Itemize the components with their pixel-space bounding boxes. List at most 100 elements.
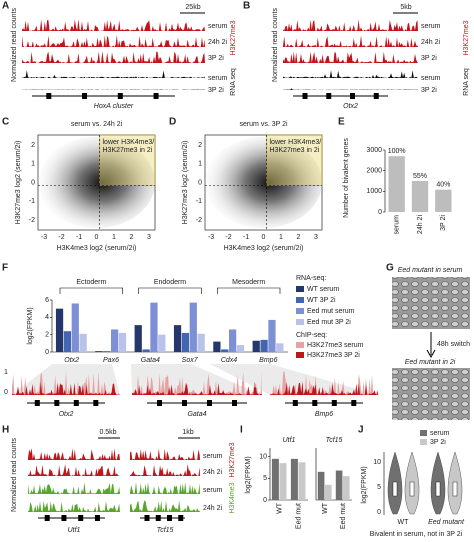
panel-label: F bbox=[2, 263, 8, 274]
scale-bar: 0.5kb bbox=[99, 429, 116, 436]
group-label: Eed mutant bbox=[428, 519, 465, 526]
bar bbox=[229, 329, 237, 352]
bar-annotation: 40% bbox=[436, 182, 450, 189]
gene-label: Otx2 bbox=[59, 411, 74, 418]
gene-label: Bmp6 bbox=[315, 411, 333, 418]
exon bbox=[207, 400, 212, 406]
plot-title: Utf1 bbox=[283, 437, 296, 444]
legend-swatch bbox=[296, 319, 304, 325]
x-tick-label: 1 bbox=[279, 234, 283, 241]
panel-label: E bbox=[338, 117, 345, 128]
highlight bbox=[99, 134, 156, 186]
exon bbox=[373, 93, 379, 99]
signal-track bbox=[130, 482, 200, 494]
panel-label: I bbox=[240, 425, 243, 436]
axis-title: log2(FPKM) bbox=[361, 466, 368, 503]
y-tick-label: -2 bbox=[196, 217, 202, 224]
bar bbox=[158, 334, 166, 352]
bar bbox=[435, 189, 452, 212]
bar bbox=[298, 462, 306, 500]
highlight-text: lower H3K4me3/ bbox=[103, 139, 155, 146]
signal-track bbox=[132, 381, 262, 395]
legend-swatch bbox=[296, 286, 304, 292]
scale-bar: 1kb bbox=[182, 429, 193, 436]
bar bbox=[71, 303, 79, 352]
signal-track bbox=[12, 371, 120, 395]
x-tick-label: Sox7 bbox=[182, 357, 199, 364]
bar bbox=[335, 470, 343, 500]
signal-track bbox=[22, 51, 205, 63]
x-tick-label: 2 bbox=[297, 234, 301, 241]
x-tick-label: Pax6 bbox=[103, 357, 119, 364]
axis-title: H3K27me3 log2 (serum/2i) bbox=[182, 141, 189, 225]
track-label: serum bbox=[203, 453, 223, 460]
signal-track bbox=[22, 35, 205, 47]
x-tick-label: serum bbox=[394, 215, 401, 235]
exon bbox=[351, 400, 357, 406]
track-label: serum bbox=[421, 75, 441, 82]
track-label: 24h 2i bbox=[203, 505, 223, 512]
exon bbox=[157, 400, 162, 406]
group-label: Mesoderm bbox=[232, 279, 265, 286]
x-tick-label: Cdx4 bbox=[221, 357, 237, 364]
signal-track bbox=[130, 464, 200, 476]
density-cloud bbox=[38, 136, 155, 229]
signal-track bbox=[283, 70, 418, 78]
bar bbox=[95, 351, 103, 352]
exon bbox=[93, 400, 99, 406]
x-tick-label: 3 bbox=[314, 234, 318, 241]
arrow bbox=[426, 332, 436, 359]
signal-track bbox=[22, 19, 205, 31]
x-tick-label: -1 bbox=[76, 234, 82, 241]
y-tick-label: -2 bbox=[29, 217, 35, 224]
exon bbox=[182, 400, 187, 406]
y-tick-label: 10 bbox=[373, 459, 381, 466]
x-tick-label: Eed mut bbox=[295, 503, 302, 529]
axis-title: log2(FPKM) bbox=[245, 456, 252, 493]
bar bbox=[103, 351, 111, 352]
x-tick-label: 3P 2i bbox=[440, 215, 447, 231]
bar bbox=[213, 341, 221, 352]
micrograph bbox=[392, 368, 470, 420]
y-tick-label: 0 bbox=[377, 509, 381, 516]
bar bbox=[317, 471, 325, 500]
track-label: serum bbox=[208, 23, 228, 30]
x-tick-label: 2 bbox=[130, 234, 134, 241]
gene-label: Gata4 bbox=[187, 411, 206, 418]
x-tick-label: Bmp6 bbox=[259, 357, 277, 364]
exon bbox=[94, 515, 100, 521]
gene-label: HoxA cluster bbox=[94, 103, 134, 110]
bar bbox=[79, 333, 87, 352]
track-label: 24h 2i bbox=[421, 39, 441, 46]
bar bbox=[189, 302, 197, 352]
exon bbox=[292, 400, 298, 406]
axis-title: Normalized read counts bbox=[11, 8, 18, 82]
bar-annotation: 100% bbox=[388, 148, 406, 155]
track-group: H3K4me3 bbox=[229, 482, 236, 513]
group-label: Endoderm bbox=[154, 279, 186, 286]
legend-swatch bbox=[296, 297, 304, 303]
x-tick-label: Gata4 bbox=[141, 357, 160, 364]
arrow-label: 48h switch bbox=[437, 341, 470, 348]
bar bbox=[343, 476, 350, 500]
signal-track bbox=[130, 500, 200, 512]
signal-track bbox=[28, 464, 120, 476]
y-tick-label: -1 bbox=[29, 198, 35, 205]
x-tick-label: 3 bbox=[147, 234, 151, 241]
track-label: 3P 2i bbox=[208, 87, 224, 94]
signal-track bbox=[283, 51, 418, 63]
scale-bar: 25kb bbox=[185, 4, 200, 11]
highlight-text: H3K27me3 in 2i bbox=[103, 147, 153, 154]
exon bbox=[82, 93, 88, 99]
image-caption: Eed mutant in serum bbox=[398, 267, 463, 274]
image-caption: Eed mutant in 2i bbox=[405, 359, 456, 366]
bar bbox=[142, 349, 150, 352]
scale-bar: 5kb bbox=[400, 4, 411, 11]
box bbox=[452, 481, 458, 497]
signal-track bbox=[270, 381, 378, 395]
y-tick-label: 5 bbox=[377, 484, 381, 491]
bar bbox=[118, 332, 127, 352]
bracket bbox=[59, 287, 123, 294]
exon bbox=[61, 515, 67, 521]
highlight-text: lower H3K4me3/ bbox=[270, 139, 322, 146]
